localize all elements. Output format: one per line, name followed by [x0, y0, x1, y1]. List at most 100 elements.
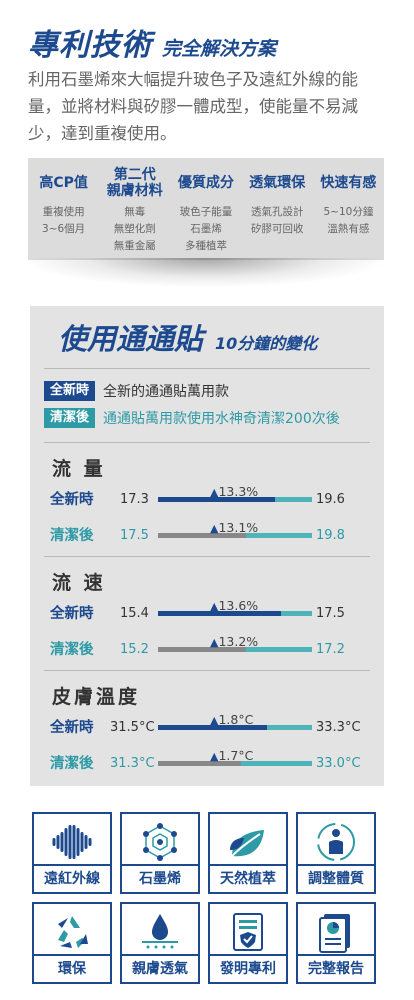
intro-text: 利用石墨烯來大幅提升玻色子及遠紅外線的能量，並將材料與矽膠一體成型，使能量不易減…: [28, 70, 358, 143]
bar-change-text: 13.2%: [218, 634, 259, 649]
metric-bar-row: 清潔後 31.3°C ▲1.7°C 33.0°C: [50, 748, 380, 774]
bar-track: ▲1.8°C: [158, 712, 312, 730]
feature-detail-line: 重複使用: [42, 206, 85, 218]
feature-detail-line: 玻色子能量: [179, 206, 233, 218]
feature-icon-card: 天然植萃: [208, 812, 288, 894]
feature-column: 優質成分玻色子能量石墨烯多種植萃: [170, 158, 241, 260]
bar-fill: [158, 761, 242, 766]
feature-detail-line: 無重金屬: [113, 240, 156, 252]
feature-column: 第二代 親膚材料無毒 無塑化劑 無重金屬: [99, 158, 170, 260]
feature-details: 無毒 無塑化劑 無重金屬: [99, 204, 170, 255]
bar-end-value: 33.3°C: [316, 720, 361, 735]
feature-icon-label: 環保: [34, 954, 110, 982]
bar-track: ▲1.7°C: [158, 748, 312, 766]
bar-row-label: 全新時: [50, 720, 94, 736]
metric-title: 流 速: [52, 572, 106, 594]
feature-icon-card: 發明專利: [208, 902, 288, 984]
feature-column: 高CP值重複使用 3~6個月: [28, 158, 99, 260]
feature-details: 5~10分鐘 溫熱有感: [313, 204, 384, 238]
bar-start-value: 31.5°C: [110, 720, 155, 735]
feature-icon-card: 遠紅外線: [32, 812, 112, 894]
up-arrow-icon: ▲: [210, 486, 219, 499]
bar-change-value: ▲13.6%: [210, 598, 258, 613]
feature-icon-label: 完整報告: [298, 954, 374, 982]
metric-bar-row: 全新時 31.5°C ▲1.8°C 33.3°C: [50, 712, 380, 738]
panel-divider: [44, 368, 370, 369]
up-arrow-icon: ▲: [210, 750, 219, 763]
feature-icon-card: 完整報告: [296, 902, 376, 984]
feature-icon-label: 調整體質: [298, 864, 374, 892]
feature-icon-label: 天然植萃: [210, 864, 286, 892]
panel-title-sub: 10分鐘的變化: [215, 334, 318, 353]
feature-column: 快速有感 5~10分鐘 溫熱有感: [313, 158, 384, 260]
metric-bar-row: 清潔後 17.5 ▲13.1% 19.8: [50, 520, 380, 546]
bar-fill: [158, 533, 246, 538]
panel-title: 使用通通貼 10分鐘的變化: [58, 316, 317, 358]
panel-title-main: 使用通通貼: [58, 322, 204, 356]
bar-fill: [158, 725, 268, 730]
feature-details: 玻色子能量石墨烯多種植萃: [170, 204, 241, 255]
bar-row-label: 全新時: [50, 492, 94, 508]
metric-bar-row: 全新時 15.4 ▲13.6% 17.5: [50, 598, 380, 624]
bar-end-value: 19.6: [316, 492, 345, 507]
bar-row-label: 全新時: [50, 606, 94, 622]
bar-start-value: 15.4: [120, 606, 149, 621]
feature-title: 快速有感: [320, 175, 377, 191]
bar-row-label: 清潔後: [50, 642, 94, 658]
bar-change-value: ▲1.7°C: [210, 748, 253, 763]
feature-icon-card: 石墨烯: [120, 812, 200, 894]
feature-detail-line: 3~6個月: [42, 223, 86, 235]
bar-fill: [158, 611, 282, 616]
comparison-panel: 使用通通貼 10分鐘的變化 全新時 全新的通通貼萬用款 清潔後 通通貼萬用款使用水神奇…: [30, 306, 384, 786]
legend-tag: 清潔後: [44, 408, 96, 428]
feature-detail-line: 溫熱有感: [327, 223, 370, 235]
bar-track: ▲13.2%: [158, 634, 312, 652]
feature-title: 優質成分: [178, 175, 234, 191]
metric-title: 流 量: [52, 458, 106, 480]
bar-row-label: 清潔後: [50, 756, 94, 772]
bar-track: ▲13.3%: [158, 484, 312, 502]
bar-change-text: 1.8°C: [218, 712, 254, 727]
legend-row: 全新時 全新的通通貼萬用款: [44, 381, 229, 401]
feature-detail-line: 石墨烯: [190, 223, 222, 235]
feature-icon-label: 石墨烯: [122, 864, 198, 892]
feature-details: 透氣孔設計矽膠可回收: [242, 204, 313, 238]
feature-detail-line: 矽膠可回收: [250, 223, 304, 235]
page-subtitle: 完全解決方案: [162, 38, 277, 60]
bar-start-value: 31.3°C: [110, 756, 155, 771]
bar-end-value: 17.2: [316, 642, 345, 657]
bar-change-text: 13.1%: [218, 520, 259, 535]
panel-divider: [44, 670, 370, 671]
metric-bar-row: 清潔後 15.2 ▲13.2% 17.2: [50, 634, 380, 660]
feature-column: 透氣環保透氣孔設計矽膠可回收: [242, 158, 313, 260]
feature-title: 高CP值: [39, 175, 88, 191]
feature-table: 高CP值重複使用 3~6個月 第二代 親膚材料無毒 無塑化劑 無重金屬 優質成分玻色子能量…: [28, 158, 384, 260]
metric-bar-row: 全新時 17.3 ▲13.3% 19.6: [50, 484, 380, 510]
feature-detail-line: 5~10分鐘: [323, 206, 374, 218]
bar-end-value: 19.8: [316, 528, 345, 543]
bar-change-text: 1.7°C: [218, 748, 254, 763]
feature-icon-label: 發明專利: [210, 954, 286, 982]
feature-detail-line: 多種植萃: [185, 240, 227, 252]
header: 專利技術 完全解決方案: [28, 20, 276, 64]
feature-icon-label: 親膚透氣: [122, 954, 198, 982]
page-title: 專利技術: [28, 28, 152, 63]
feature-detail-line: 透氣孔設計: [250, 206, 304, 218]
feature-detail-line: 無毒: [124, 206, 146, 218]
feature-details: 重複使用 3~6個月: [28, 204, 99, 238]
up-arrow-icon: ▲: [210, 714, 219, 727]
bar-change-value: ▲13.3%: [210, 484, 258, 499]
feature-title: 第二代 親膚材料: [106, 167, 163, 199]
feature-title: 透氣環保: [249, 175, 306, 191]
up-arrow-icon: ▲: [210, 600, 219, 613]
bar-end-value: 33.0°C: [316, 756, 361, 771]
panel-divider: [44, 556, 370, 557]
bar-start-value: 17.3: [120, 492, 149, 507]
bar-fill: [158, 647, 246, 652]
up-arrow-icon: ▲: [210, 636, 219, 649]
feature-table-shadow: [20, 258, 390, 288]
bar-track: ▲13.1%: [158, 520, 312, 538]
bar-track: ▲13.6%: [158, 598, 312, 616]
bar-start-value: 15.2: [120, 642, 149, 657]
bar-change-value: ▲13.1%: [210, 520, 258, 535]
